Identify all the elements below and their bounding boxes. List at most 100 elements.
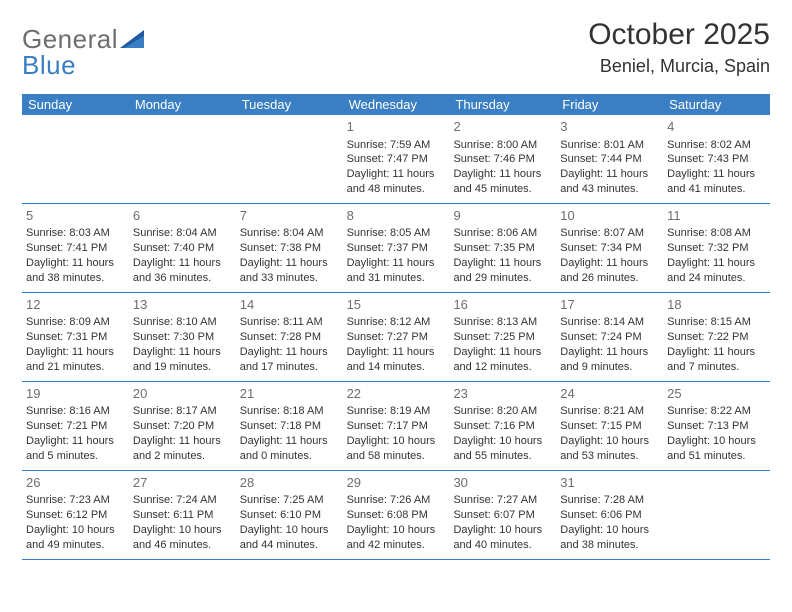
week-row: 19Sunrise: 8:16 AMSunset: 7:21 PMDayligh… [22, 382, 770, 471]
day-detail-line: Sunrise: 7:28 AM [560, 493, 659, 508]
day-number: 29 [347, 474, 446, 492]
day-detail-line: Sunset: 7:20 PM [133, 419, 232, 434]
logo-text: General Blue [22, 26, 118, 78]
day-number: 23 [453, 385, 552, 403]
day-number: 11 [667, 207, 766, 225]
day-number: 18 [667, 296, 766, 314]
day-detail-line: and 14 minutes. [347, 360, 446, 375]
day-detail-line: Daylight: 11 hours [453, 345, 552, 360]
day-detail-line: Sunset: 7:47 PM [347, 152, 446, 167]
day-detail-line: Sunrise: 8:03 AM [26, 226, 125, 241]
day-detail-line: Sunrise: 8:06 AM [453, 226, 552, 241]
day-detail-line: Sunrise: 8:17 AM [133, 404, 232, 419]
day-detail-line: and 7 minutes. [667, 360, 766, 375]
day-cell: 28Sunrise: 7:25 AMSunset: 6:10 PMDayligh… [236, 471, 343, 559]
day-detail-line: Daylight: 10 hours [453, 523, 552, 538]
day-detail-line: Daylight: 10 hours [453, 434, 552, 449]
day-cell [236, 115, 343, 203]
day-cell: 20Sunrise: 8:17 AMSunset: 7:20 PMDayligh… [129, 382, 236, 470]
day-detail-line: Daylight: 11 hours [133, 256, 232, 271]
day-detail-line: Sunset: 7:37 PM [347, 241, 446, 256]
day-detail-line: and 42 minutes. [347, 538, 446, 553]
day-detail-line: Sunset: 7:24 PM [560, 330, 659, 345]
day-detail-line: Sunrise: 8:20 AM [453, 404, 552, 419]
day-detail-line: and 21 minutes. [26, 360, 125, 375]
day-detail-line: Daylight: 10 hours [347, 523, 446, 538]
day-detail-line: Daylight: 11 hours [560, 345, 659, 360]
day-cell: 21Sunrise: 8:18 AMSunset: 7:18 PMDayligh… [236, 382, 343, 470]
day-detail-line: Sunrise: 8:02 AM [667, 138, 766, 153]
day-detail-line: Sunset: 6:12 PM [26, 508, 125, 523]
day-detail-line: and 26 minutes. [560, 271, 659, 286]
day-number: 3 [560, 118, 659, 136]
calendar: Sunday Monday Tuesday Wednesday Thursday… [22, 94, 770, 560]
logo-sail-icon [120, 28, 150, 52]
week-row: 12Sunrise: 8:09 AMSunset: 7:31 PMDayligh… [22, 293, 770, 382]
day-number: 6 [133, 207, 232, 225]
day-detail-line: and 40 minutes. [453, 538, 552, 553]
day-detail-line: Sunrise: 8:00 AM [453, 138, 552, 153]
day-detail-line: Sunrise: 8:19 AM [347, 404, 446, 419]
day-cell: 16Sunrise: 8:13 AMSunset: 7:25 PMDayligh… [449, 293, 556, 381]
day-cell: 25Sunrise: 8:22 AMSunset: 7:13 PMDayligh… [663, 382, 770, 470]
day-detail-line: Sunrise: 7:26 AM [347, 493, 446, 508]
day-detail-line: Sunrise: 8:10 AM [133, 315, 232, 330]
day-detail-line: and 53 minutes. [560, 449, 659, 464]
day-detail-line: Sunset: 7:27 PM [347, 330, 446, 345]
day-detail-line: Sunrise: 8:18 AM [240, 404, 339, 419]
day-detail-line: Daylight: 11 hours [667, 167, 766, 182]
day-cell: 26Sunrise: 7:23 AMSunset: 6:12 PMDayligh… [22, 471, 129, 559]
day-cell: 27Sunrise: 7:24 AMSunset: 6:11 PMDayligh… [129, 471, 236, 559]
day-cell: 31Sunrise: 7:28 AMSunset: 6:06 PMDayligh… [556, 471, 663, 559]
day-detail-line: and 41 minutes. [667, 182, 766, 197]
day-detail-line: Sunset: 6:07 PM [453, 508, 552, 523]
day-detail-line: Sunrise: 8:15 AM [667, 315, 766, 330]
day-detail-line: Daylight: 11 hours [667, 345, 766, 360]
day-detail-line: Sunset: 7:30 PM [133, 330, 232, 345]
day-detail-line: and 9 minutes. [560, 360, 659, 375]
day-detail-line: and 12 minutes. [453, 360, 552, 375]
day-cell [22, 115, 129, 203]
day-detail-line: Sunrise: 8:13 AM [453, 315, 552, 330]
week-row: 26Sunrise: 7:23 AMSunset: 6:12 PMDayligh… [22, 471, 770, 560]
day-detail-line: Sunrise: 8:08 AM [667, 226, 766, 241]
day-cell: 24Sunrise: 8:21 AMSunset: 7:15 PMDayligh… [556, 382, 663, 470]
day-number: 20 [133, 385, 232, 403]
day-detail-line: Sunrise: 8:04 AM [133, 226, 232, 241]
day-detail-line: Daylight: 10 hours [26, 523, 125, 538]
day-number: 10 [560, 207, 659, 225]
day-detail-line: Daylight: 10 hours [560, 434, 659, 449]
week-row: 1Sunrise: 7:59 AMSunset: 7:47 PMDaylight… [22, 115, 770, 204]
day-cell [663, 471, 770, 559]
day-detail-line: Sunrise: 8:05 AM [347, 226, 446, 241]
day-cell: 4Sunrise: 8:02 AMSunset: 7:43 PMDaylight… [663, 115, 770, 203]
day-number: 5 [26, 207, 125, 225]
weekday-tuesday: Tuesday [236, 94, 343, 115]
day-detail-line: Sunset: 7:41 PM [26, 241, 125, 256]
day-detail-line: Daylight: 11 hours [26, 345, 125, 360]
day-detail-line: Sunset: 7:46 PM [453, 152, 552, 167]
day-detail-line: Sunset: 6:06 PM [560, 508, 659, 523]
day-detail-line: Sunset: 7:32 PM [667, 241, 766, 256]
day-cell: 19Sunrise: 8:16 AMSunset: 7:21 PMDayligh… [22, 382, 129, 470]
day-detail-line: Daylight: 11 hours [133, 434, 232, 449]
day-cell: 12Sunrise: 8:09 AMSunset: 7:31 PMDayligh… [22, 293, 129, 381]
day-number: 22 [347, 385, 446, 403]
day-number: 25 [667, 385, 766, 403]
day-number: 21 [240, 385, 339, 403]
day-detail-line: Sunset: 6:10 PM [240, 508, 339, 523]
day-cell: 8Sunrise: 8:05 AMSunset: 7:37 PMDaylight… [343, 204, 450, 292]
day-detail-line: Sunrise: 8:16 AM [26, 404, 125, 419]
day-detail-line: and 44 minutes. [240, 538, 339, 553]
day-detail-line: Sunrise: 8:21 AM [560, 404, 659, 419]
day-number: 16 [453, 296, 552, 314]
day-cell: 29Sunrise: 7:26 AMSunset: 6:08 PMDayligh… [343, 471, 450, 559]
day-number: 31 [560, 474, 659, 492]
day-detail-line: Sunrise: 7:27 AM [453, 493, 552, 508]
day-detail-line: Daylight: 11 hours [133, 345, 232, 360]
weekday-saturday: Saturday [663, 94, 770, 115]
title-block: October 2025 Beniel, Murcia, Spain [588, 18, 770, 77]
day-cell: 7Sunrise: 8:04 AMSunset: 7:38 PMDaylight… [236, 204, 343, 292]
day-detail-line: and 38 minutes. [26, 271, 125, 286]
day-detail-line: Sunrise: 7:24 AM [133, 493, 232, 508]
